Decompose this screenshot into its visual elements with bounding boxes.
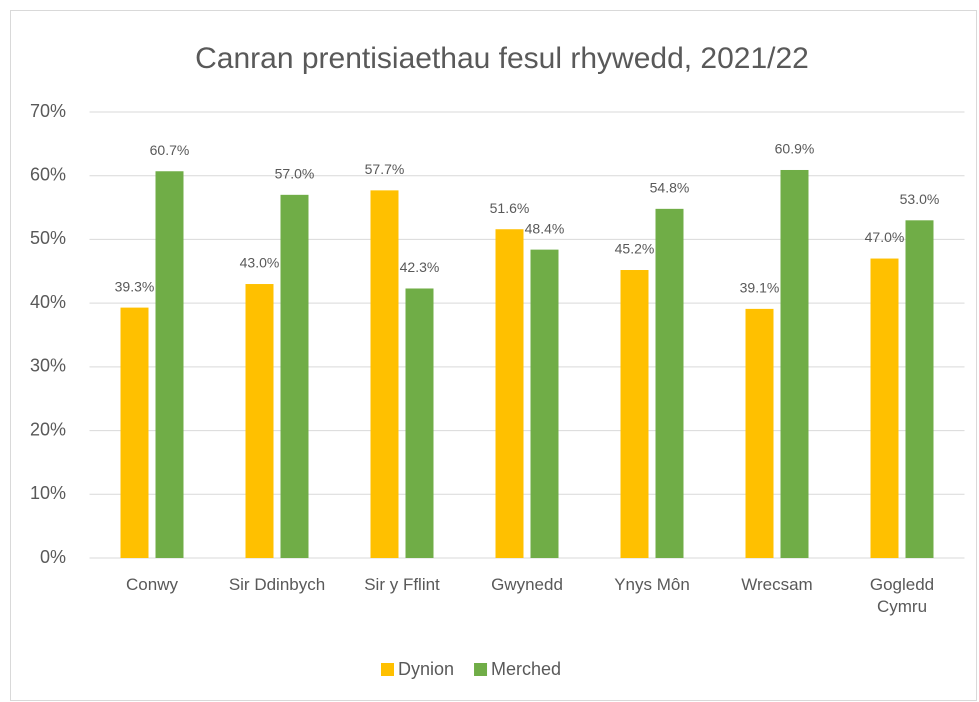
value-label: 57.7% [365,161,405,177]
x-tick-label: Sir Ddinbych [228,575,326,594]
chart-frame [10,10,977,701]
x-tick-label: Gwynedd [491,575,563,594]
x-tick-label: Sir y Fflint [364,575,440,594]
x-tick-label: Conwy [126,575,178,594]
value-label: 42.3% [400,259,440,275]
bar [745,308,774,558]
y-tick-label: 40% [30,292,66,312]
y-tick-label: 30% [30,356,66,376]
y-tick-label: 50% [30,228,66,248]
value-label: 39.3% [115,278,155,294]
value-label: 43.0% [240,255,280,271]
bar [245,284,274,558]
value-label: 39.1% [740,280,780,296]
legend-label: Merched [491,659,561,679]
x-tick-label: Ynys Môn [614,575,690,594]
chart-title: Canran prentisiaethau fesul rhywedd, 202… [195,42,809,75]
bar [155,171,184,559]
value-label: 54.8% [650,180,690,196]
bar [120,307,149,558]
y-tick-label: 20% [30,419,66,439]
x-tick-label: Wrecsam [741,575,813,594]
value-label: 51.6% [490,200,530,216]
bar [370,190,399,558]
value-label: 45.2% [615,241,655,257]
legend-swatch [474,663,488,676]
y-tick-label: 60% [30,164,66,184]
x-tick-label: Gogledd Cymru [869,575,935,616]
bar [620,270,649,558]
legend-label: Dynion [398,659,454,679]
value-label: 60.7% [150,142,190,158]
y-tick-label: 0% [40,547,66,567]
value-label: 60.9% [775,141,815,157]
bar [530,249,559,558]
value-label: 57.0% [275,166,315,182]
legend-swatch [381,663,394,676]
value-label: 53.0% [900,191,940,207]
bar [655,208,684,559]
bar [870,258,899,558]
value-label: 47.0% [865,229,905,245]
bar [405,288,434,558]
bar [780,169,809,559]
bar [905,220,934,559]
bar [280,194,309,559]
y-tick-label: 70% [30,101,66,121]
bar [495,229,524,558]
y-tick-label: 10% [30,483,66,503]
value-label: 48.4% [525,220,565,236]
